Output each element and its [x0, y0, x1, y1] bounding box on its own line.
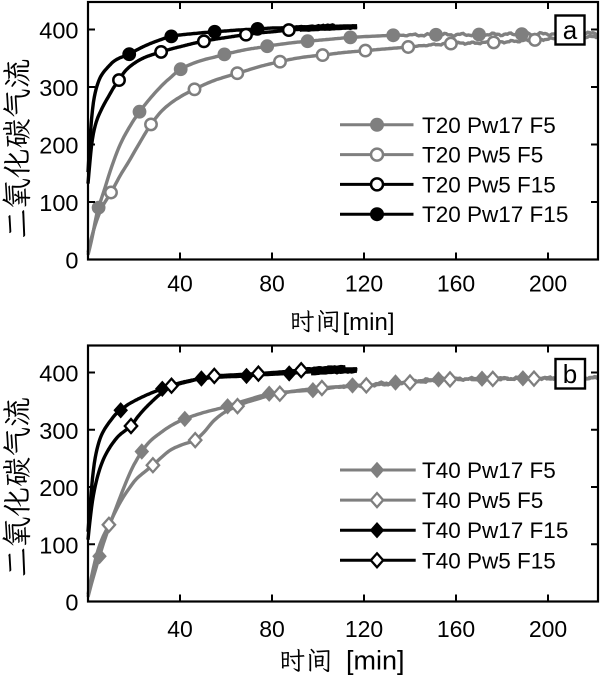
svg-text:T40 Pw5 F5: T40 Pw5 F5	[422, 488, 543, 513]
svg-text:300: 300	[39, 75, 78, 101]
svg-text:40: 40	[167, 271, 193, 297]
svg-text:[min]: [min]	[346, 646, 405, 676]
svg-text:T20 Pw5 F15: T20 Pw5 F15	[422, 172, 556, 197]
svg-text:400: 400	[39, 18, 78, 44]
svg-text:T20 Pw17 F5: T20 Pw17 F5	[422, 113, 556, 138]
svg-text:200: 200	[529, 271, 567, 297]
svg-text:300: 300	[39, 418, 78, 444]
svg-text:T20 Pw5 F5: T20 Pw5 F5	[422, 143, 543, 168]
svg-text:200: 200	[39, 133, 78, 159]
svg-text:100: 100	[39, 532, 78, 558]
svg-text:80: 80	[259, 616, 285, 642]
svg-text:[min]: [min]	[343, 309, 395, 336]
svg-text:b: b	[563, 359, 577, 389]
svg-text:0: 0	[65, 248, 78, 274]
svg-text:80: 80	[259, 271, 285, 297]
svg-text:200: 200	[529, 616, 567, 642]
svg-text:200: 200	[39, 475, 78, 501]
svg-text:120: 120	[345, 271, 383, 297]
svg-text:400: 400	[39, 361, 78, 387]
svg-text:T20 Pw17 F15: T20 Pw17 F15	[422, 202, 568, 227]
svg-text:T40 Pw5 F15: T40 Pw5 F15	[422, 548, 556, 573]
svg-text:0: 0	[65, 590, 78, 616]
svg-text:160: 160	[437, 616, 475, 642]
svg-text:160: 160	[437, 271, 475, 297]
svg-text:120: 120	[345, 616, 383, 642]
svg-text:T40 Pw17 F15: T40 Pw17 F15	[422, 518, 568, 543]
svg-text:40: 40	[167, 616, 193, 642]
svg-text:T40 Pw17 F5: T40 Pw17 F5	[422, 458, 556, 483]
svg-text:100: 100	[39, 190, 78, 216]
svg-text:a: a	[563, 15, 578, 45]
